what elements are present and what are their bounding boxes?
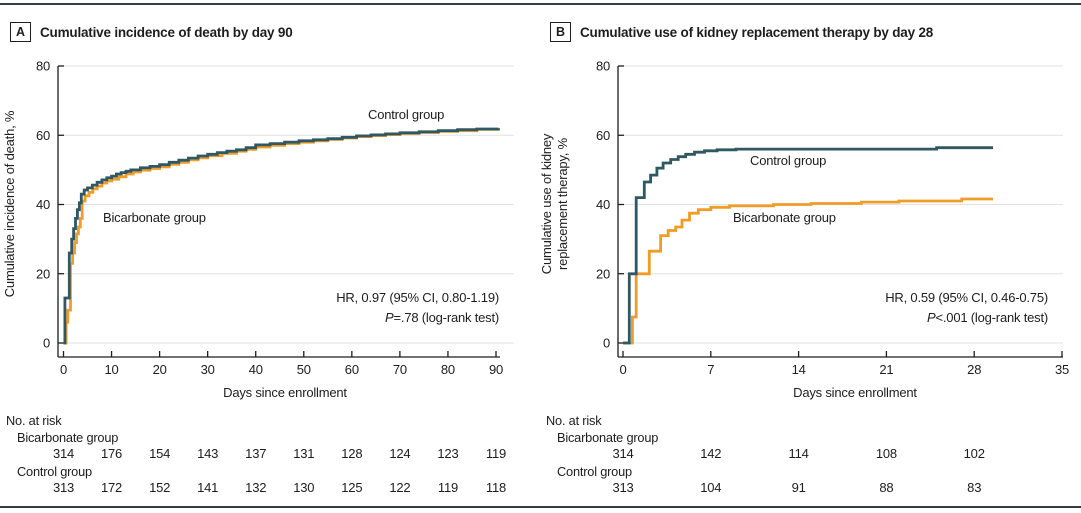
curve-label-control-group: Control group <box>750 153 826 168</box>
x-tick-label: 90 <box>489 362 503 377</box>
risk-count: 83 <box>967 480 981 495</box>
risk-count: 137 <box>245 446 266 461</box>
risk-count: 118 <box>486 480 506 495</box>
risk-count: 176 <box>101 446 122 461</box>
risk-count: 119 <box>438 480 458 495</box>
risk-count: 122 <box>389 480 410 495</box>
y-tick-label: 60 <box>596 128 610 143</box>
x-tick-label: 20 <box>153 362 167 377</box>
x-tick-label: 28 <box>967 362 981 377</box>
survival-curve-control-group <box>63 127 500 345</box>
y-tick-label: 80 <box>596 59 610 74</box>
panel-a-title: A Cumulative incidence of death by day 9… <box>10 21 293 43</box>
y-tick-label: 20 <box>36 266 50 281</box>
risk-count: 314 <box>612 446 633 461</box>
x-axis-title: Days since enrollment <box>223 385 347 400</box>
y-tick-label: 80 <box>36 59 50 74</box>
x-tick-label: 30 <box>201 362 215 377</box>
risk-count: 119 <box>486 446 506 461</box>
x-tick-label: 70 <box>393 362 407 377</box>
x-tick-label: 7 <box>707 362 714 377</box>
y-tick-label: 20 <box>596 266 610 281</box>
panel-a-plot: 0 20 40 60 80 0 10 20 30 40 50 60 70 80 90 Days since e… <box>2 59 514 495</box>
risk-count: 152 <box>149 480 170 495</box>
risk-count: 132 <box>245 480 266 495</box>
risk-table-heading: No. at risk <box>6 413 62 428</box>
risk-count: 143 <box>197 446 218 461</box>
risk-table-heading: No. at risk <box>546 413 602 428</box>
x-tick-label: 40 <box>249 362 263 377</box>
curve-label-bicarbonate-group: Bicarbonate group <box>103 210 206 225</box>
x-axis-title: Days since enrollment <box>793 385 917 400</box>
risk-count: 88 <box>879 480 893 495</box>
risk-count: 313 <box>53 480 74 495</box>
survival-curve-control-group <box>623 146 993 345</box>
risk-count: 141 <box>197 480 218 495</box>
risk-count: 172 <box>101 480 122 495</box>
x-tick-label: 50 <box>297 362 311 377</box>
risk-count: 114 <box>789 446 809 461</box>
survival-curve-bicarbonate-group <box>623 197 993 345</box>
risk-count: 314 <box>53 446 74 461</box>
panel-a-letter-badge: A <box>10 22 31 42</box>
y-tick-label: 0 <box>43 336 50 351</box>
top-rule <box>0 3 1081 5</box>
risk-row-label: Bicarbonate group <box>557 430 658 445</box>
y-axis-title: Cumulative use of kidney <box>539 133 554 274</box>
risk-count: 131 <box>293 446 314 461</box>
y-tick-label: 40 <box>36 197 50 212</box>
curve-label-control-group: Control group <box>368 107 444 122</box>
risk-count: 128 <box>341 446 362 461</box>
risk-count: 142 <box>700 446 721 461</box>
risk-count: 124 <box>389 446 410 461</box>
x-tick-label: 14 <box>792 362 806 377</box>
x-tick-label: 0 <box>619 362 626 377</box>
risk-row-label: Control group <box>557 464 632 479</box>
x-tick-label: 0 <box>60 362 67 377</box>
risk-count: 313 <box>612 480 633 495</box>
risk-count: 104 <box>700 480 721 495</box>
x-tick-label: 21 <box>879 362 893 377</box>
p-value-annotation: P<.001 (log-rank test) <box>927 310 1048 325</box>
panel-b-title: B Cumulative use of kidney replacement t… <box>550 21 933 43</box>
p-italic: P <box>927 310 936 325</box>
p-italic: P <box>385 310 394 325</box>
risk-count: 108 <box>876 446 897 461</box>
y-tick-label: 40 <box>596 197 610 212</box>
risk-count: 130 <box>293 480 314 495</box>
panel-b-plot: 0 20 40 60 80 0 7 14 21 28 35 Days since enrollment… <box>539 59 1069 496</box>
y-tick-label: 0 <box>603 336 610 351</box>
hr-annotation: HR, 0.97 (95% CI, 0.80-1.19) <box>336 290 499 305</box>
y-tick-label: 60 <box>36 128 50 143</box>
panel-a-title-text: Cumulative incidence of death by day 90 <box>40 24 293 40</box>
risk-count: 91 <box>792 480 806 495</box>
x-tick-label: 80 <box>441 362 455 377</box>
risk-count: 123 <box>437 446 458 461</box>
x-tick-label: 10 <box>105 362 119 377</box>
y-axis-title: replacement therapy, % <box>555 137 570 270</box>
hr-annotation: HR, 0.59 (95% CI, 0.46-0.75) <box>885 290 1048 305</box>
risk-count: 102 <box>964 446 985 461</box>
risk-count: 154 <box>149 446 170 461</box>
risk-row-label: Control group <box>17 464 92 479</box>
panel-b-title-text: Cumulative use of kidney replacement the… <box>580 24 934 40</box>
p-rest: =.78 (log-rank test) <box>394 310 499 325</box>
x-tick-label: 60 <box>345 362 359 377</box>
p-value-annotation: P=.78 (log-rank test) <box>385 310 499 325</box>
p-rest: <.001 (log-rank test) <box>936 310 1049 325</box>
x-tick-label: 35 <box>1055 362 1069 377</box>
risk-row-label: Bicarbonate group <box>17 430 118 445</box>
curve-label-bicarbonate-group: Bicarbonate group <box>733 210 836 225</box>
risk-count: 125 <box>341 480 362 495</box>
y-axis-title: Cumulative incidence of death, % <box>2 110 17 297</box>
panel-b-letter-badge: B <box>550 22 571 42</box>
bottom-rule <box>0 506 1081 508</box>
